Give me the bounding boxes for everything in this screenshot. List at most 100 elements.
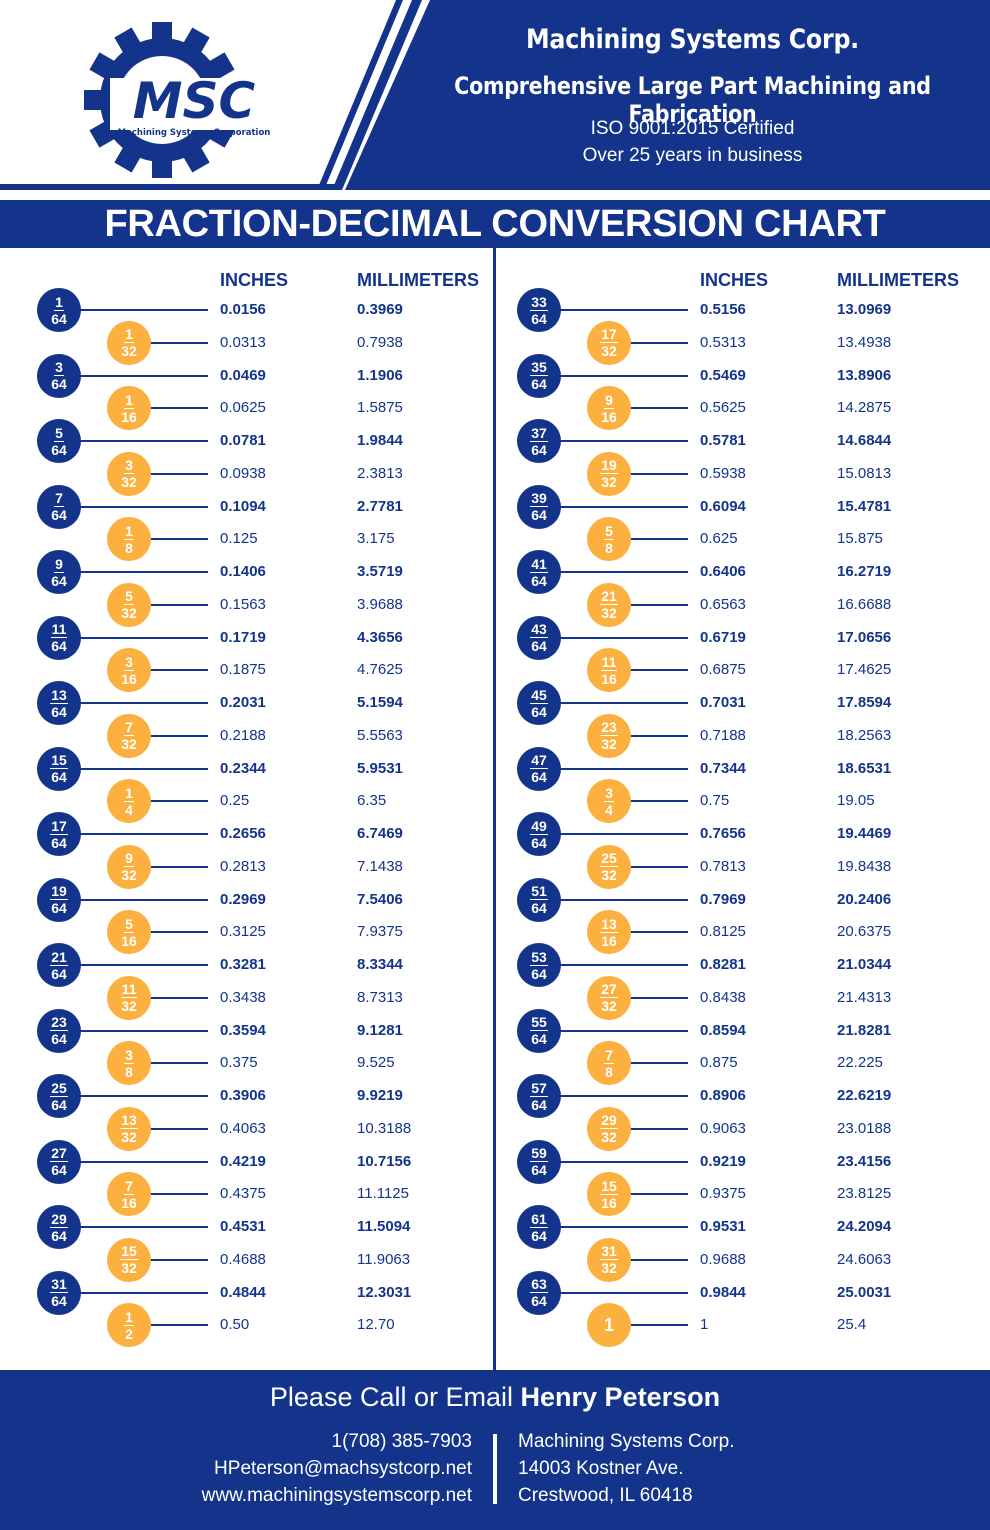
fraction-denominator: 16 — [601, 408, 617, 425]
fraction-denominator: 16 — [121, 932, 137, 949]
inches-value: 0.0469 — [220, 366, 266, 384]
millimeters-value: 25.4 — [837, 1316, 867, 1334]
fraction-denominator: 16 — [601, 932, 617, 949]
millimeters-value: 4.3656 — [357, 628, 403, 646]
fraction-numerator: 1 — [54, 293, 64, 311]
leader-line — [627, 1127, 688, 1130]
inches-value: 0.8438 — [700, 988, 746, 1006]
table-row: 23 32 0.7188 18.2563 — [0, 713, 990, 758]
table-row: 41 64 0.6406 16.2719 — [0, 550, 990, 594]
fraction-badge: 29 64 — [37, 1205, 81, 1249]
inches-value: 0.2188 — [220, 726, 266, 744]
fraction-denominator: 64 — [531, 376, 547, 392]
leader-line — [77, 1160, 208, 1163]
fraction-whole: 1 — [603, 1315, 614, 1336]
leader-line — [147, 800, 208, 803]
inches-value: 0.3125 — [220, 923, 266, 941]
fraction-denominator: 32 — [121, 1260, 137, 1277]
fraction-badge: 1 16 — [107, 386, 151, 431]
leader-line — [147, 538, 208, 541]
fraction-denominator: 32 — [121, 998, 137, 1015]
fraction-badge: 1 64 — [37, 288, 81, 332]
fraction-numerator: 13 — [120, 1112, 138, 1130]
address-company: Machining Systems Corp. — [518, 1431, 735, 1452]
leader-line — [147, 472, 208, 475]
table-row: 3 4 0.75 19.05 — [0, 779, 990, 824]
leader-line — [557, 1095, 688, 1097]
table-row: 57 64 0.8906 22.6219 — [0, 1074, 990, 1118]
phone-number[interactable]: 1(708) 385-7903 — [331, 1431, 473, 1452]
table-row: 15 32 0.4688 11.9063 — [0, 1237, 990, 1282]
contact-name: Henry Peterson — [520, 1382, 721, 1412]
millimeters-value: 14.6844 — [837, 432, 892, 449]
leader-line — [557, 898, 688, 901]
inches-value: 0.6094 — [700, 497, 746, 515]
fraction-denominator: 32 — [121, 867, 137, 884]
fraction-denominator: 64 — [51, 376, 67, 392]
inches-value: 0.8281 — [700, 956, 746, 973]
header: MSC Machining Systems Corporation Machin… — [0, 0, 990, 190]
millimeters-header: MILLIMETERS — [357, 270, 479, 290]
fraction-numerator: 7 — [54, 490, 64, 507]
inches-value: 0.8906 — [700, 1087, 746, 1104]
fraction-numerator: 23 — [600, 719, 618, 737]
inches-value: 0.6875 — [700, 661, 746, 679]
fraction-denominator: 64 — [531, 703, 547, 720]
fraction-denominator: 16 — [121, 670, 137, 687]
fraction-badge: 15 16 — [587, 1172, 631, 1217]
table-row: 9 64 0.1406 3.5719 — [0, 550, 990, 594]
table-row: 1 64 0.0156 0.3969 — [0, 288, 990, 332]
leader-line — [627, 865, 688, 868]
millimeters-value: 0.7938 — [357, 333, 403, 351]
fraction-numerator: 1 — [124, 784, 134, 802]
leader-line — [77, 571, 208, 573]
fraction-denominator: 64 — [51, 965, 67, 982]
leader-line — [77, 898, 208, 901]
table-row: 1 2 0.50 12.70 — [0, 1303, 990, 1348]
fraction-numerator: 5 — [124, 915, 134, 933]
table-row: 13 64 0.2031 5.1594 — [0, 681, 990, 725]
fraction-numerator: 41 — [530, 555, 548, 573]
millimeters-value: 5.5563 — [357, 726, 403, 744]
inches-header: INCHES — [220, 270, 289, 290]
millimeters-value: 13.8906 — [837, 366, 892, 384]
leader-line — [557, 309, 688, 311]
table-row: 1 16 0.0625 1.5875 — [0, 386, 990, 431]
table-row: 19 64 0.2969 7.5406 — [0, 877, 990, 922]
table-row: 13 32 0.4063 10.3188 — [0, 1106, 990, 1151]
fraction-denominator: 32 — [601, 605, 617, 622]
leader-line — [557, 374, 688, 377]
fraction-numerator: 9 — [54, 555, 64, 573]
fraction-numerator: 57 — [530, 1079, 548, 1097]
table-row: 5 32 0.1563 3.9688 — [0, 582, 990, 627]
email-link[interactable]: HPeterson@machsystcorp.net — [214, 1458, 472, 1479]
leader-line — [557, 1029, 688, 1032]
fraction-numerator: 15 — [120, 1243, 138, 1261]
fraction-denominator: 64 — [51, 1293, 67, 1309]
inches-value: 0.875 — [700, 1054, 738, 1072]
millimeters-value: 23.4156 — [837, 1152, 892, 1170]
column-divider — [493, 248, 496, 1370]
fraction-badge: 1 — [587, 1303, 631, 1348]
fraction-denominator: 8 — [605, 539, 613, 556]
table-row: 43 64 0.6719 17.0656 — [0, 615, 990, 660]
leader-line — [77, 964, 208, 966]
millimeters-value: 2.3813 — [357, 464, 403, 482]
table-row: 51 64 0.7969 20.2406 — [0, 877, 990, 922]
inches-value: 0.1563 — [220, 595, 266, 613]
leader-line — [557, 702, 688, 704]
millimeters-value: 15.875 — [837, 530, 883, 548]
table-row: 37 64 0.5781 14.6844 — [0, 419, 990, 463]
fraction-numerator: 11 — [120, 981, 138, 999]
leader-line — [147, 865, 208, 868]
website-link[interactable]: www.machiningsystemscorp.net — [201, 1485, 472, 1506]
leader-line — [77, 505, 208, 508]
leader-line — [627, 472, 688, 475]
table-row: 39 64 0.6094 15.4781 — [0, 484, 990, 529]
fraction-numerator: 9 — [124, 850, 134, 868]
fraction-numerator: 11 — [50, 621, 68, 638]
